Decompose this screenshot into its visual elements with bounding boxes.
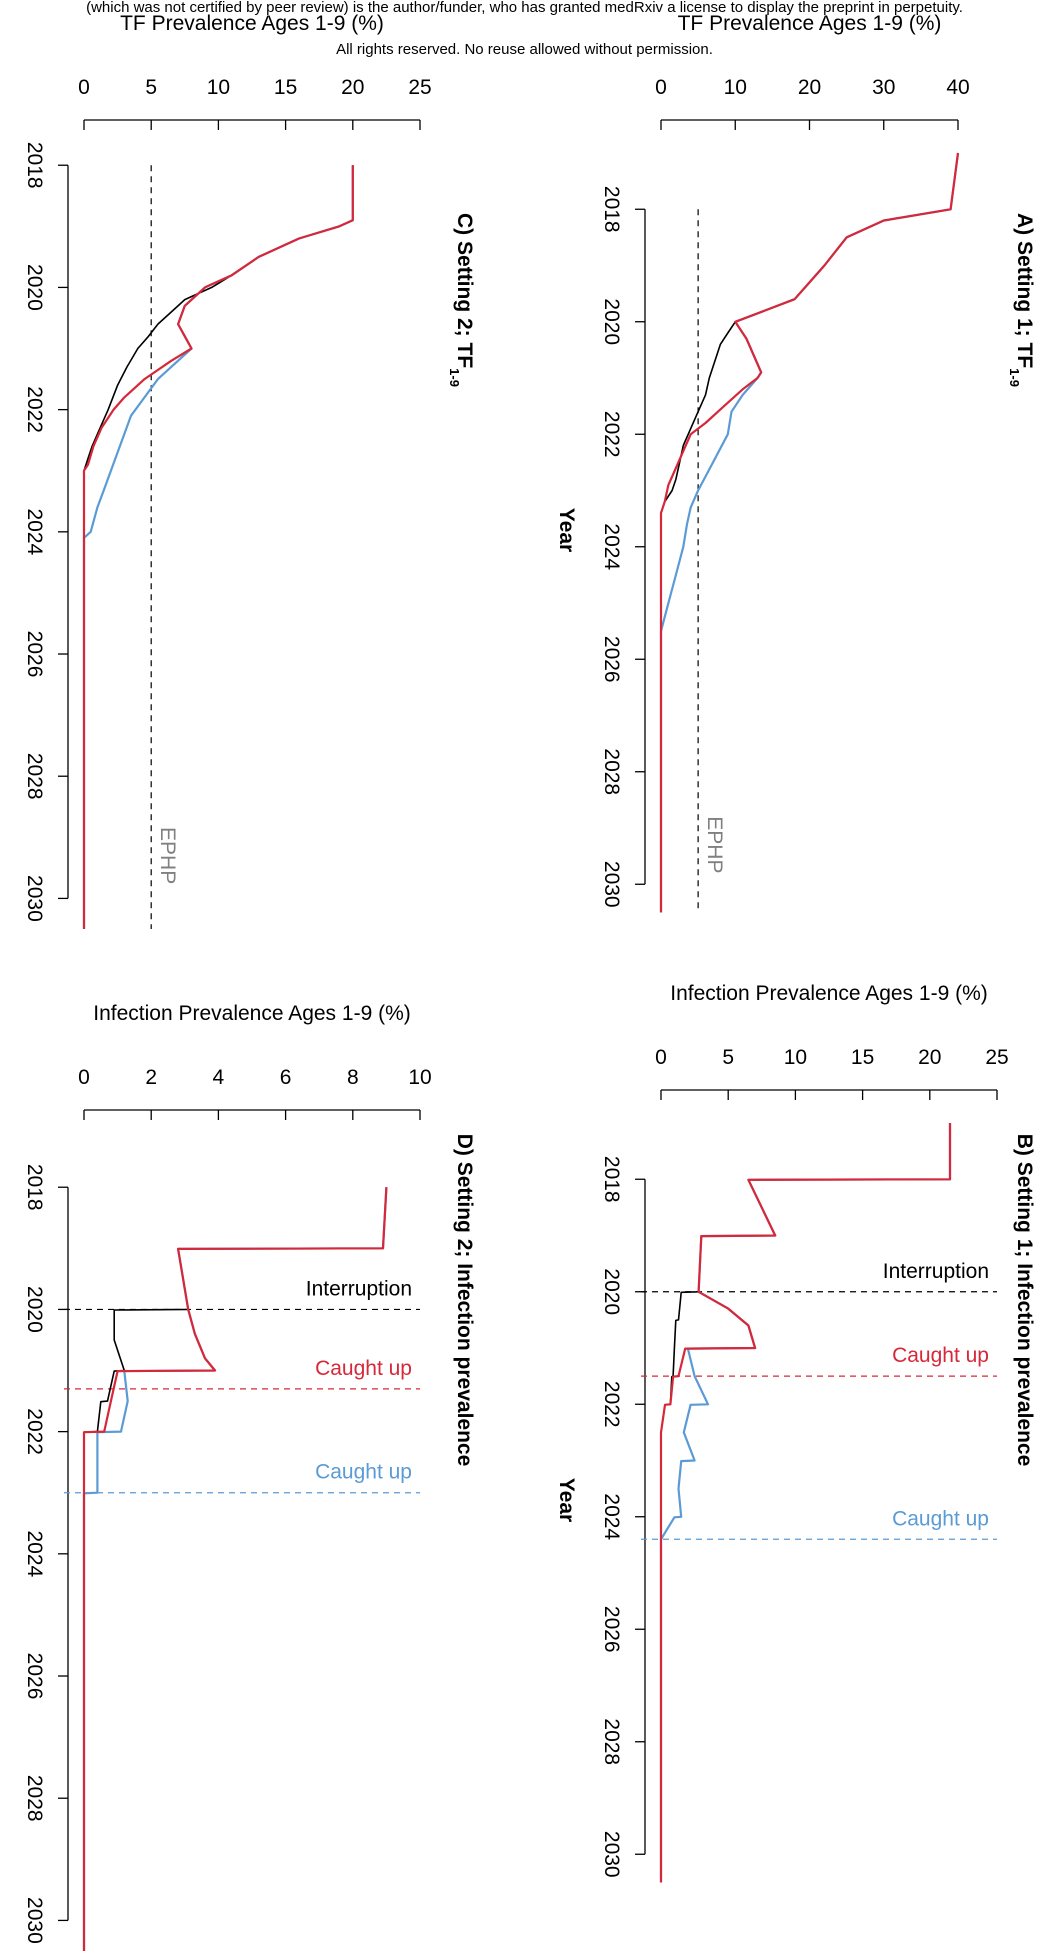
value-tick-label: 8 xyxy=(347,1066,359,1089)
panel-title-main: B) Setting 1; Infection prevalence xyxy=(1013,1134,1036,1467)
value-tick-label: 0 xyxy=(78,76,90,99)
year-tick-label: 2026 xyxy=(600,1606,623,1653)
value-tick-label: 0 xyxy=(655,1046,667,1069)
value-axis-label: Infection Prevalence Ages 1-9 (%) xyxy=(670,982,988,1005)
value-tick-label: 25 xyxy=(985,1046,1008,1069)
year-axis-label: Year xyxy=(555,508,578,552)
year-tick-label: 2022 xyxy=(600,411,623,458)
value-tick-label: 4 xyxy=(213,1066,225,1089)
year-tick-label: 2018 xyxy=(23,1164,46,1211)
series-line-2 xyxy=(659,152,960,913)
year-tick-label: 2024 xyxy=(600,1493,623,1540)
year-tick-label: 2030 xyxy=(600,861,623,908)
panel-title-subscript: 1-9 xyxy=(1008,368,1023,387)
year-tick-label: 2030 xyxy=(23,875,46,922)
reference-line-label: Caught up xyxy=(892,1344,989,1367)
series-line-1 xyxy=(659,152,960,913)
year-tick-label: 2020 xyxy=(600,298,623,345)
panel-title-subscript: 1-9 xyxy=(448,368,463,387)
year-tick-label: 2022 xyxy=(23,1408,46,1455)
value-tick-label: 5 xyxy=(722,1046,734,1069)
year-tick-label: 2020 xyxy=(600,1268,623,1315)
value-tick-label: 6 xyxy=(280,1066,292,1089)
reference-line-label: Caught up xyxy=(315,1357,412,1380)
reference-line-label: Interruption xyxy=(883,1260,989,1283)
year-tick-label: 2018 xyxy=(600,1156,623,1203)
year-tick-label: 2026 xyxy=(23,1653,46,1700)
series-line-2 xyxy=(659,1123,952,1883)
reference-line-label: Caught up xyxy=(892,1507,989,1530)
ephp-label: EPHP xyxy=(156,827,179,884)
year-tick-label: 2024 xyxy=(23,1530,46,1577)
value-tick-label: 20 xyxy=(918,1046,941,1069)
value-axis-label: TF Prevalence Ages 1-9 (%) xyxy=(678,12,942,35)
panel-title-main: D) Setting 2; Infection prevalence xyxy=(453,1134,476,1467)
series-line-0 xyxy=(83,165,354,929)
panel-c: 0 5 10 15 20 25 TF Prevalence Ages 1-9 (%) 2018… xyxy=(23,12,476,929)
preprint-notice-line2: All rights reserved. No reuse allowed wi… xyxy=(336,41,713,58)
value-tick-label: 20 xyxy=(798,76,821,99)
year-tick-label: 2026 xyxy=(23,631,46,678)
year-tick-label: 2018 xyxy=(600,186,623,233)
value-tick-label: 10 xyxy=(724,76,747,99)
year-tick-label: 2020 xyxy=(23,1286,46,1333)
value-tick-label: 25 xyxy=(408,76,431,99)
year-axis-label: Year xyxy=(555,1478,578,1522)
value-tick-label: 5 xyxy=(145,76,157,99)
value-tick-label: 10 xyxy=(408,1066,431,1089)
value-tick-label: 20 xyxy=(341,76,364,99)
panel-title: C) Setting 2; TF1-9 xyxy=(448,213,477,387)
series-line-2 xyxy=(82,165,354,929)
series-line-1 xyxy=(82,165,354,929)
value-tick-label: 0 xyxy=(655,76,667,99)
year-tick-label: 2028 xyxy=(23,753,46,800)
series-line-0 xyxy=(83,1187,388,1951)
value-tick-label: 0 xyxy=(78,1066,90,1089)
year-tick-label: 2026 xyxy=(600,636,623,683)
value-tick-label: 40 xyxy=(946,76,969,99)
year-tick-label: 2028 xyxy=(600,1718,623,1765)
value-axis-label: Infection Prevalence Ages 1-9 (%) xyxy=(93,1002,411,1025)
panel-b: 0 5 10 15 20 25 Infection Prevalence Ages 1-9 … xyxy=(555,982,1036,1883)
year-tick-label: 2030 xyxy=(23,1897,46,1944)
panel-title: B) Setting 1; Infection prevalence xyxy=(1013,1134,1036,1467)
value-tick-label: 2 xyxy=(145,1066,157,1089)
value-axis-label: TF Prevalence Ages 1-9 (%) xyxy=(120,12,384,35)
year-tick-label: 2024 xyxy=(600,523,623,570)
value-tick-label: 10 xyxy=(207,76,230,99)
year-tick-label: 2028 xyxy=(23,1775,46,1822)
panel-title: A) Setting 1; TF1-9 xyxy=(1008,213,1037,387)
reference-line-label: Interruption xyxy=(306,1277,412,1300)
panel-title-main: A) Setting 1; TF xyxy=(1013,213,1036,368)
year-tick-label: 2020 xyxy=(23,264,46,311)
year-tick-label: 2018 xyxy=(23,142,46,189)
value-tick-label: 30 xyxy=(872,76,895,99)
value-tick-label: 15 xyxy=(851,1046,874,1069)
year-tick-label: 2022 xyxy=(600,1381,623,1428)
preprint-notice-line1: (which was not certified by peer review)… xyxy=(86,0,963,16)
panel-title-main: C) Setting 2; TF xyxy=(453,213,476,368)
panel-d: 0 2 4 6 8 10 Infection Prevalence Ages 1-9 (%)… xyxy=(23,1002,476,1951)
year-tick-label: 2030 xyxy=(600,1831,623,1878)
panel-title: D) Setting 2; Infection prevalence xyxy=(453,1134,476,1467)
value-tick-label: 15 xyxy=(274,76,297,99)
value-tick-label: 10 xyxy=(784,1046,807,1069)
series-line-1 xyxy=(82,1187,388,1951)
year-tick-label: 2028 xyxy=(600,748,623,795)
series-line-0 xyxy=(660,152,959,913)
reference-line-label: Caught up xyxy=(315,1461,412,1484)
ephp-label: EPHP xyxy=(703,816,726,873)
year-tick-label: 2022 xyxy=(23,386,46,433)
series-line-2 xyxy=(82,1187,388,1951)
year-tick-label: 2024 xyxy=(23,508,46,555)
